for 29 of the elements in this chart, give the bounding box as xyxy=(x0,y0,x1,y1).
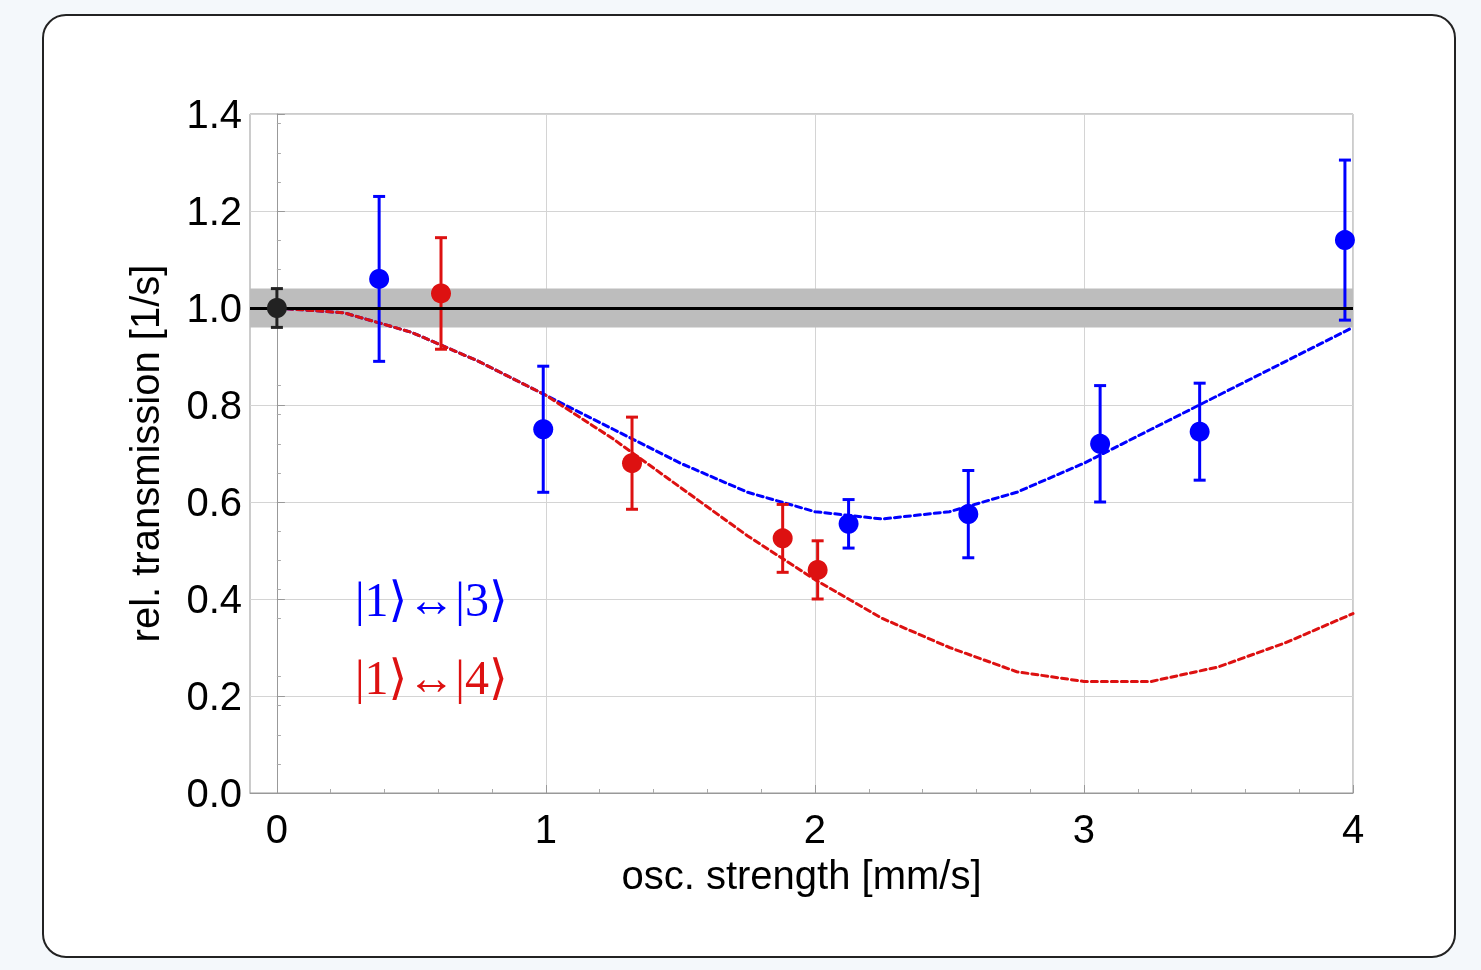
text: |1⟩↔|4⟩ xyxy=(355,650,508,704)
y-tick-label: 1.2 xyxy=(186,189,242,233)
x-tick-label: 4 xyxy=(1341,807,1365,851)
y-tick-label: 0.8 xyxy=(186,383,242,427)
y-tick-label: 0.4 xyxy=(186,577,242,621)
y-tick-label: 1.4 xyxy=(186,92,242,136)
point xyxy=(1334,230,1355,251)
y-tick-label: 1.0 xyxy=(186,286,242,330)
point xyxy=(266,298,287,318)
point xyxy=(369,268,390,289)
y-tick-label: 0.2 xyxy=(186,674,242,718)
x-tick-label: 0 xyxy=(265,807,289,851)
point xyxy=(1189,421,1210,442)
y-tick-label: 0.0 xyxy=(186,771,242,815)
point xyxy=(533,419,554,440)
y-axis-title: rel. transmission [1/s] xyxy=(123,264,167,643)
y-tick-label: 0.6 xyxy=(186,480,242,524)
x-tick-label: 1 xyxy=(534,807,558,851)
point xyxy=(431,283,452,304)
x-tick-label: 3 xyxy=(1072,807,1096,851)
point xyxy=(1090,433,1111,454)
point xyxy=(958,504,979,525)
point xyxy=(807,559,828,580)
x-tick-label: 2 xyxy=(803,807,827,851)
point xyxy=(838,513,859,534)
point xyxy=(772,528,793,549)
x-axis-title: osc. strength [mm/s] xyxy=(621,853,982,897)
text: |1⟩↔|3⟩ xyxy=(355,572,508,626)
point xyxy=(622,453,643,474)
